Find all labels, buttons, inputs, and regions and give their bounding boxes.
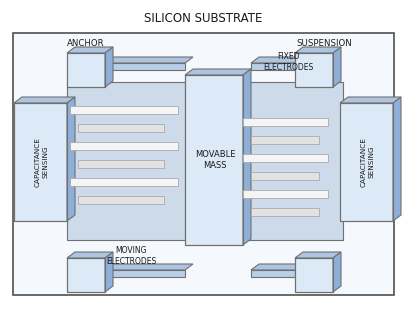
Bar (70, 178, 178, 186)
Bar (251, 270, 295, 277)
Polygon shape (333, 47, 341, 87)
Bar (243, 118, 328, 126)
Text: ANCHOR: ANCHOR (67, 39, 105, 48)
Bar (295, 258, 333, 292)
Bar (67, 53, 105, 87)
Bar (251, 136, 319, 144)
Polygon shape (105, 252, 113, 292)
Bar (340, 103, 393, 221)
Polygon shape (67, 47, 113, 53)
Text: CAPACITANCE
SENSING: CAPACITANCE SENSING (361, 137, 374, 187)
Bar (13, 33, 394, 295)
Bar (295, 258, 333, 292)
Polygon shape (295, 252, 341, 258)
Polygon shape (14, 97, 75, 103)
Polygon shape (251, 264, 303, 270)
Text: SUSPENSION: SUSPENSION (296, 39, 352, 48)
Bar (70, 142, 178, 150)
Bar (251, 63, 295, 70)
Text: SILICON SUBSTRATE: SILICON SUBSTRATE (144, 12, 262, 25)
Bar (243, 190, 328, 198)
Bar (185, 75, 243, 245)
Bar (78, 124, 164, 132)
Bar (105, 270, 185, 277)
Bar (70, 106, 178, 114)
Bar (340, 103, 393, 221)
Bar (105, 63, 185, 70)
Bar (295, 53, 333, 87)
Bar (78, 196, 164, 204)
Polygon shape (67, 252, 113, 258)
Bar (251, 172, 319, 180)
Bar (67, 82, 185, 240)
Polygon shape (185, 69, 251, 75)
Text: MOVING
ELECTRODES: MOVING ELECTRODES (106, 246, 156, 266)
Polygon shape (251, 57, 303, 63)
Text: FIXED
ELECTRODES: FIXED ELECTRODES (263, 52, 313, 72)
Polygon shape (295, 47, 341, 53)
Bar (295, 53, 333, 87)
Polygon shape (105, 47, 113, 87)
Polygon shape (105, 264, 193, 270)
Bar (185, 75, 243, 245)
Bar (14, 103, 67, 221)
Polygon shape (243, 69, 251, 245)
Polygon shape (105, 57, 193, 63)
Polygon shape (393, 97, 401, 221)
Bar (67, 258, 105, 292)
Polygon shape (340, 97, 401, 103)
Bar (243, 154, 328, 162)
Bar (67, 258, 105, 292)
Bar (78, 160, 164, 168)
Polygon shape (333, 252, 341, 292)
Text: MOVABLE
MASS: MOVABLE MASS (195, 150, 235, 170)
Bar (251, 208, 319, 216)
Bar (67, 53, 105, 87)
Bar (14, 103, 67, 221)
Polygon shape (67, 97, 75, 221)
Bar (243, 82, 343, 240)
Text: CAPACITANCE
SENSING: CAPACITANCE SENSING (35, 137, 48, 187)
